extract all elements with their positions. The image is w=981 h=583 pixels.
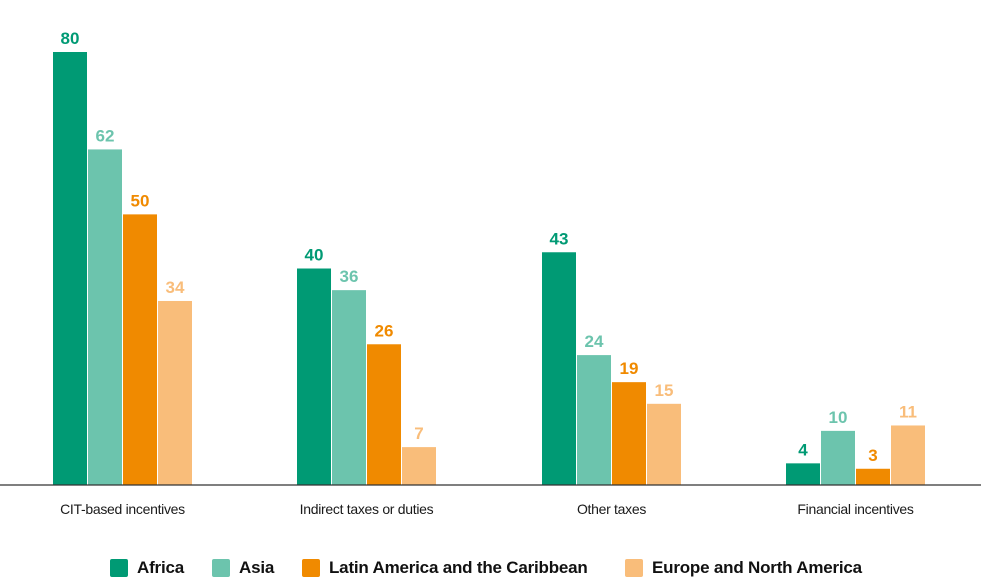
legend-label-asia: Asia bbox=[239, 558, 275, 577]
bar-chart: 80 62 50 34 40 36 26 7 43 24 19 15 4 10 3 11 CIT-based … bbox=[0, 29, 981, 517]
value-label-2-1: 24 bbox=[585, 332, 604, 351]
bar-0-3 bbox=[158, 300, 192, 485]
value-label-2-2: 19 bbox=[620, 359, 639, 378]
value-label-3-0: 4 bbox=[798, 440, 808, 459]
legend-label-europe-north-america: Europe and North America bbox=[652, 558, 862, 577]
bar-1-0 bbox=[297, 268, 331, 485]
legend-swatch-europe-north-america bbox=[625, 559, 643, 577]
bar-2-3 bbox=[647, 403, 681, 485]
legend-swatch-asia bbox=[212, 559, 230, 577]
bar-1-3 bbox=[402, 447, 436, 485]
legend-label-latin-america: Latin America and the Caribbean bbox=[329, 558, 588, 577]
legend-label-africa: Africa bbox=[137, 558, 184, 577]
value-label-3-1: 10 bbox=[829, 408, 848, 427]
legend-swatch-latin-america bbox=[302, 559, 320, 577]
bar-2-0 bbox=[542, 252, 576, 485]
value-label-2-3: 15 bbox=[655, 381, 674, 400]
bar-2-1 bbox=[577, 355, 611, 485]
bar-3-0 bbox=[786, 463, 820, 485]
value-labels-group: 80 62 50 34 40 36 26 7 43 24 19 15 4 10 3 11 bbox=[61, 29, 917, 465]
value-label-3-3: 11 bbox=[899, 402, 917, 421]
category-labels-group: CIT-based incentives Indirect taxes or du… bbox=[60, 501, 914, 517]
value-label-1-2: 26 bbox=[375, 321, 394, 340]
value-label-0-0: 80 bbox=[61, 29, 80, 48]
category-label-0: CIT-based incentives bbox=[60, 501, 185, 517]
legend: Africa Asia Latin America and the Caribb… bbox=[0, 558, 981, 582]
bar-1-1 bbox=[332, 290, 366, 485]
category-label-2: Other taxes bbox=[577, 501, 646, 517]
bar-0-1 bbox=[88, 149, 122, 486]
value-label-1-0: 40 bbox=[305, 246, 324, 265]
legend-item-europe-north-america: Europe and North America bbox=[625, 558, 862, 578]
legend-swatch-africa bbox=[110, 559, 128, 577]
bar-1-2 bbox=[367, 344, 401, 485]
legend-item-latin-america: Latin America and the Caribbean bbox=[302, 558, 588, 578]
bar-3-3 bbox=[891, 425, 925, 485]
bar-2-2 bbox=[612, 382, 646, 485]
value-label-1-3: 7 bbox=[414, 424, 423, 443]
bars-group bbox=[53, 52, 925, 486]
value-label-0-1: 62 bbox=[96, 126, 115, 145]
bar-3-2 bbox=[856, 468, 890, 485]
category-label-1: Indirect taxes or duties bbox=[300, 501, 434, 517]
bar-0-2 bbox=[123, 214, 157, 485]
category-label-3: Financial incentives bbox=[797, 501, 913, 517]
legend-item-asia: Asia bbox=[212, 558, 274, 578]
value-label-1-1: 36 bbox=[340, 267, 359, 286]
legend-item-africa: Africa bbox=[110, 558, 184, 578]
bar-3-1 bbox=[821, 430, 855, 485]
value-label-3-2: 3 bbox=[868, 446, 877, 465]
value-label-2-0: 43 bbox=[550, 229, 569, 248]
bar-0-0 bbox=[53, 52, 87, 485]
value-label-0-3: 34 bbox=[166, 278, 185, 297]
value-label-0-2: 50 bbox=[131, 191, 150, 210]
